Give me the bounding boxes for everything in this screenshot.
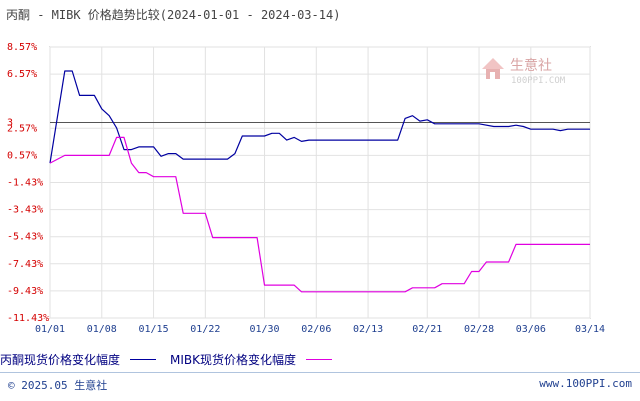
watermark: 生意社 100PPI.COM xyxy=(482,57,566,86)
x-tick-label: 01/01 xyxy=(35,324,65,335)
y-tick-label: 6.57% xyxy=(7,69,37,80)
legend-label-acetone: 丙酮现货价格变化幅度 xyxy=(0,353,121,367)
series-line-acetone xyxy=(49,70,590,164)
legend: 丙酮现货价格变化幅度 MIBK现货价格变化幅度 xyxy=(0,351,346,368)
chart-area: 生意社 100PPI.COM 8.57% 6.57% 32.57% 0.57% -1.4… xyxy=(7,42,605,335)
y-tick-label: -7.43% xyxy=(7,259,43,270)
x-tick-label: 01/30 xyxy=(249,324,279,335)
watermark-name: 生意社 xyxy=(510,57,552,74)
legend-item-acetone: 丙酮现货价格变化幅度 xyxy=(0,351,157,368)
legend-swatch-mibk xyxy=(306,359,333,360)
x-tick-label: 02/21 xyxy=(412,324,442,335)
y-tick-label: -11.43% xyxy=(7,313,49,324)
watermark-url: 100PPI.COM xyxy=(511,76,566,86)
x-tick-label: 01/08 xyxy=(87,324,117,335)
x-tick-label: 02/13 xyxy=(353,324,383,335)
copyright-text: © 2025.05 生意社 xyxy=(8,379,108,392)
x-axis-ticks: 01/01 01/08 01/15 01/22 01/30 02/06 02/13 02/21… xyxy=(35,324,605,335)
grid-lines xyxy=(49,46,591,319)
y-tick-label: 3 xyxy=(7,117,13,128)
chart-title: 丙酮 - MIBK 价格趋势比较(2024-01-01 - 2024-03-14… xyxy=(6,8,341,22)
y-tick-label: -3.43% xyxy=(7,205,43,216)
x-tick-label: 02/06 xyxy=(301,324,331,335)
y-axis-ticks: 8.57% 6.57% 32.57% 0.57% -1.43% -3.43% -5.43% -… xyxy=(7,42,49,324)
x-tick-label: 01/15 xyxy=(139,324,169,335)
legend-swatch-acetone xyxy=(130,359,157,360)
y-tick-label: -5.43% xyxy=(7,232,43,243)
legend-item-mibk: MIBK现货价格变化幅度 xyxy=(170,351,333,368)
x-tick-label: 03/06 xyxy=(516,324,546,335)
y-tick-label: 8.57% xyxy=(7,42,37,53)
series-lines xyxy=(49,70,590,293)
watermark-logo-icon xyxy=(482,58,504,79)
y-tick-label: 0.57% xyxy=(7,150,37,161)
legend-label-mibk: MIBK现货价格变化幅度 xyxy=(170,353,297,367)
x-tick-label: 02/28 xyxy=(464,324,494,335)
footer: © 2025.05 生意社 www.100PPI.com xyxy=(0,372,640,401)
series-line-mibk xyxy=(49,136,590,293)
y-tick-label: -1.43% xyxy=(7,178,43,189)
y-tick-label: 2.57% xyxy=(7,123,37,134)
y-tick-label: -9.43% xyxy=(7,286,43,297)
x-tick-label: 03/14 xyxy=(575,324,605,335)
x-tick-label: 01/22 xyxy=(190,324,220,335)
site-link[interactable]: www.100PPI.com xyxy=(539,377,632,390)
